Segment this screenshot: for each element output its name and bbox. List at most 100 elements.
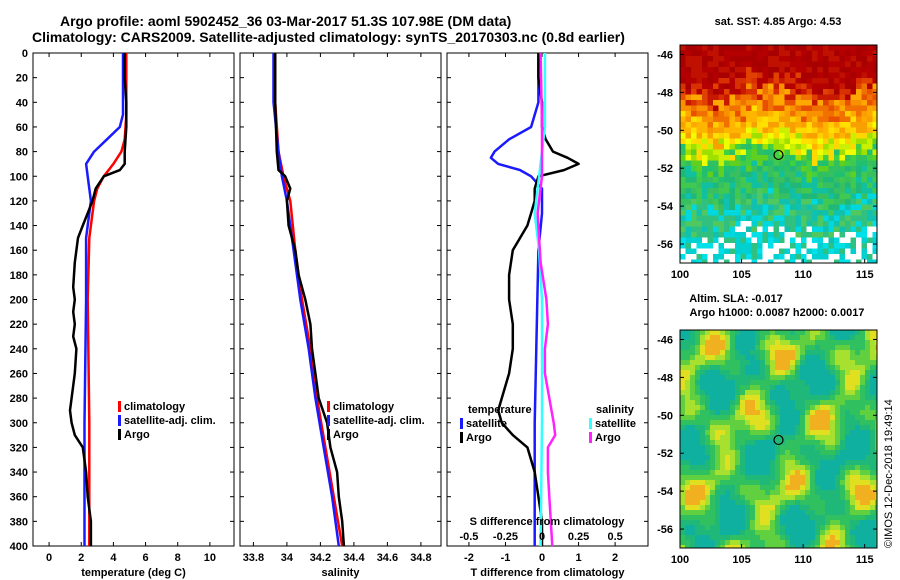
sla-cell [720, 530, 726, 536]
sst-cell [696, 127, 703, 134]
sst-cell [861, 210, 868, 216]
sst-cell [812, 232, 818, 238]
sst-cell [735, 45, 741, 51]
sla-cell [760, 340, 766, 346]
sst-cell [729, 83, 736, 90]
sla-cell [765, 360, 771, 366]
sla-cell [820, 395, 826, 401]
sla-cell [760, 430, 766, 436]
sst-cell [696, 248, 703, 255]
sst-cell [823, 160, 829, 167]
sst-cell [707, 199, 714, 205]
sla-cell [720, 480, 726, 486]
sst-cell [702, 221, 708, 227]
sla-cell [835, 465, 841, 471]
sst-cell [773, 67, 780, 73]
sla-cell [715, 475, 721, 481]
sla-cell [730, 385, 736, 391]
sst-cell [850, 237, 857, 244]
sst-cell [718, 204, 725, 211]
sla-cell [845, 455, 851, 461]
sst-cell [757, 182, 763, 189]
sst-cell [691, 254, 697, 260]
sla-cell [850, 410, 856, 416]
sla-cell [730, 390, 736, 396]
sst-cell [817, 237, 824, 244]
xtick-label-difference: -1 [501, 552, 511, 564]
sla-cell [725, 535, 731, 541]
sla-cell [750, 450, 756, 456]
sst-cell [718, 56, 725, 62]
sla-cell [860, 405, 866, 411]
sst-cell [790, 226, 796, 233]
sla-cell [835, 375, 841, 381]
sla-cell [790, 495, 796, 501]
sst-cell [801, 78, 807, 84]
sla-cell [845, 480, 851, 486]
sst-cell [713, 171, 719, 178]
sla-cell [755, 385, 761, 391]
sla-cell [835, 520, 841, 526]
sst-cell [691, 105, 697, 112]
sla-cell [705, 370, 711, 376]
sst-cell [856, 61, 862, 68]
panel-frame-temperature [32, 52, 235, 547]
sla-cell [725, 335, 731, 341]
sla-cell [820, 415, 826, 421]
sst-cell [768, 56, 774, 62]
sla-cell [680, 335, 686, 341]
sst-cell [702, 204, 708, 211]
sla-cell [830, 515, 836, 521]
sst-cell [850, 144, 857, 150]
sst-cell [861, 83, 868, 90]
sla-cell [755, 530, 761, 536]
sla-cell [820, 335, 826, 341]
sla-cell [860, 475, 866, 481]
sst-cell [751, 243, 758, 249]
sla-cell [760, 450, 766, 456]
sst-cell [757, 243, 763, 249]
sla-cell [695, 460, 701, 466]
ytick-label: 320 [10, 442, 28, 454]
sla-cell [860, 545, 866, 548]
sla-cell [835, 390, 841, 396]
sla-cell [870, 545, 876, 548]
sst-cell [795, 72, 802, 79]
sst-cell [751, 105, 758, 112]
sst-cell [729, 105, 736, 112]
sla-cell [860, 460, 866, 466]
sla-cell [760, 395, 766, 401]
sla-cell [830, 470, 836, 476]
sst-cell [828, 78, 835, 84]
sla-cell [725, 440, 731, 446]
sla-cell [760, 380, 766, 386]
sla-cell [740, 540, 746, 546]
sst-cell [751, 133, 758, 139]
top-xtick-label: 0.5 [607, 531, 622, 543]
sst-cell [839, 193, 846, 200]
sst-cell [856, 50, 862, 57]
sla-cell [805, 400, 811, 406]
sst-cell [828, 210, 835, 216]
sst-cell [751, 182, 758, 189]
sla-cell [730, 340, 736, 346]
sla-cell [800, 435, 806, 441]
sla-cell [840, 510, 846, 516]
sla-cell [690, 405, 696, 411]
sla-cell [835, 365, 841, 371]
sst-cell [856, 248, 862, 255]
sst-cell [746, 166, 752, 172]
sst-cell [757, 105, 763, 112]
sst-cell [850, 166, 857, 172]
sst-cell [685, 133, 692, 139]
sst-cell [790, 166, 796, 172]
sla-cell [770, 515, 776, 521]
sla-cell [790, 465, 796, 471]
sst-cell [718, 177, 725, 183]
sla-cell [725, 365, 731, 371]
sst-cell [850, 116, 857, 123]
sla-cell [705, 440, 711, 446]
sla-cell [705, 395, 711, 401]
sst-cell [867, 72, 873, 79]
sst-cell [872, 94, 877, 101]
